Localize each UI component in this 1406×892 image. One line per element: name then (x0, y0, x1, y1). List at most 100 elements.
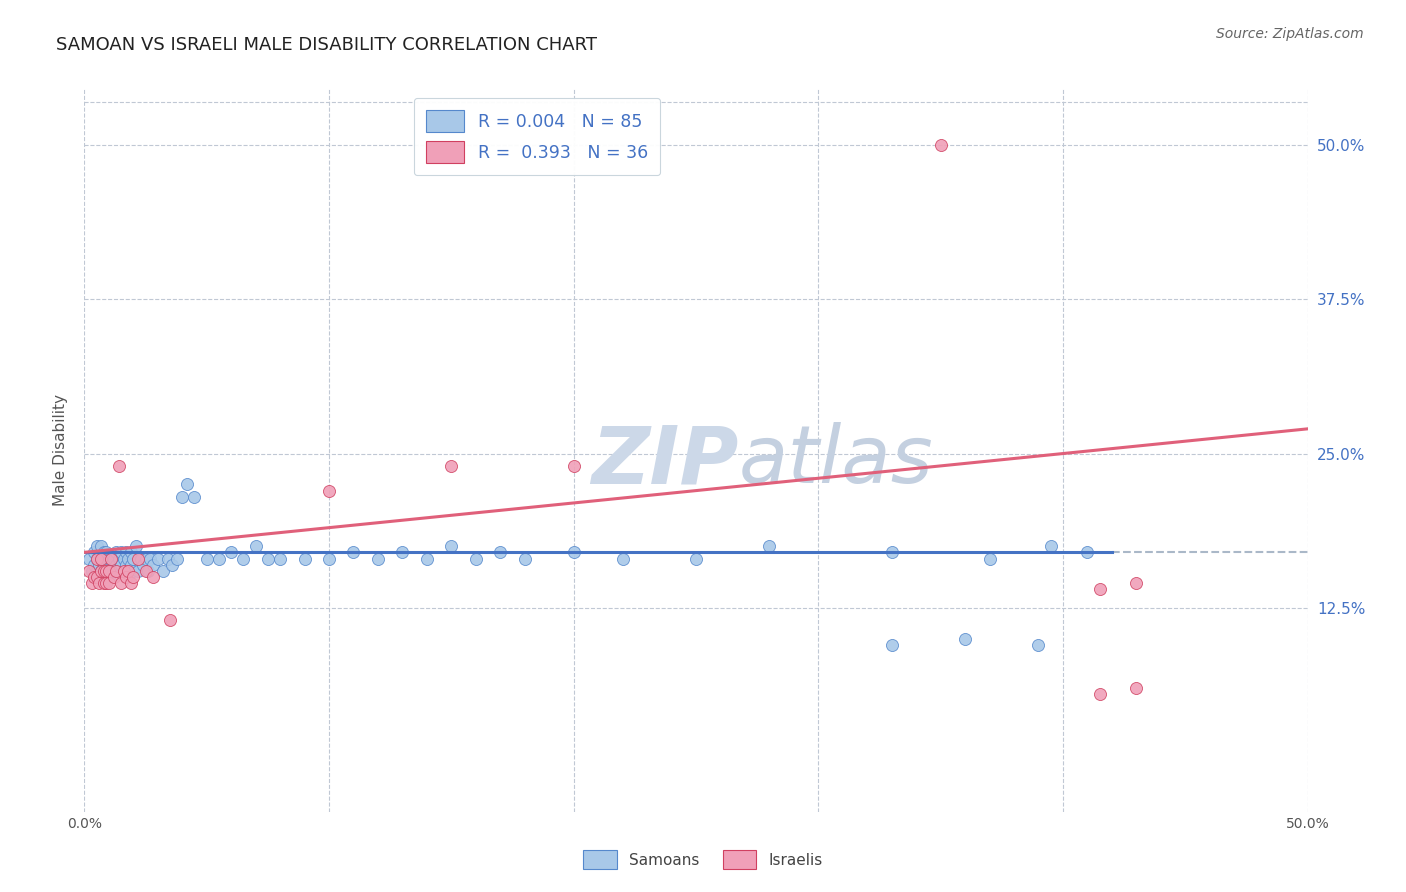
Point (156, 551, 179, 566)
Point (103, 564, 125, 578)
Point (90, 564, 112, 578)
Point (110, 545, 132, 559)
Point (115, 545, 138, 559)
Point (120, 558, 142, 572)
Point (953, 632, 976, 646)
Point (232, 551, 254, 566)
Point (100, 564, 122, 578)
Point (979, 551, 1001, 566)
Point (87, 570, 110, 584)
Point (103, 570, 125, 584)
Point (77, 551, 100, 566)
Point (93, 570, 115, 584)
Point (929, 137, 952, 152)
Point (1039, 539, 1062, 553)
Point (97, 551, 120, 566)
Point (122, 551, 145, 566)
Point (93, 564, 115, 578)
Point (166, 551, 188, 566)
Point (83, 558, 105, 572)
Point (115, 558, 138, 572)
Point (103, 551, 125, 566)
Point (367, 551, 389, 566)
Point (122, 564, 145, 578)
Point (97, 558, 120, 572)
Point (96, 564, 118, 578)
Legend: Samoans, Israelis: Samoans, Israelis (578, 844, 828, 875)
Point (96, 564, 118, 578)
Text: ZIP: ZIP (592, 422, 738, 500)
Point (83, 570, 105, 584)
Point (880, 545, 903, 559)
Text: Source: ZipAtlas.com: Source: ZipAtlas.com (1216, 27, 1364, 41)
Point (513, 551, 536, 566)
Point (758, 539, 780, 553)
Y-axis label: Male Disability: Male Disability (53, 394, 69, 507)
Point (86, 570, 108, 584)
Point (146, 551, 169, 566)
Point (107, 551, 129, 566)
Point (136, 564, 159, 578)
Point (1076, 545, 1098, 559)
Point (93, 576, 115, 591)
Point (97, 576, 120, 591)
Point (86, 539, 108, 553)
Point (96, 576, 118, 591)
Point (257, 551, 280, 566)
Point (105, 564, 128, 578)
Point (142, 558, 165, 572)
Point (120, 545, 142, 559)
Point (208, 551, 231, 566)
Point (93, 545, 115, 559)
Point (176, 477, 198, 491)
Point (115, 570, 138, 584)
Point (112, 564, 135, 578)
Point (97, 564, 120, 578)
Point (90, 551, 112, 566)
Point (440, 458, 463, 473)
Point (342, 545, 364, 559)
Point (107, 564, 129, 578)
Point (120, 576, 142, 591)
Point (152, 564, 174, 578)
Point (97, 570, 120, 584)
Point (77, 564, 100, 578)
Point (127, 551, 149, 566)
Point (172, 490, 194, 504)
Point (318, 551, 340, 566)
Point (83, 545, 105, 559)
Point (245, 539, 267, 553)
Point (112, 564, 135, 578)
Point (100, 551, 122, 566)
Legend: R = 0.004   N = 85, R =  0.393   N = 36: R = 0.004 N = 85, R = 0.393 N = 36 (413, 98, 661, 176)
Point (90, 539, 112, 553)
Point (105, 558, 128, 572)
Point (562, 545, 585, 559)
Point (135, 564, 157, 578)
Point (1028, 638, 1050, 652)
Point (294, 551, 316, 566)
Point (110, 576, 132, 591)
Point (100, 551, 122, 566)
Point (96, 558, 118, 572)
Point (125, 539, 148, 553)
Point (685, 551, 707, 566)
Point (1125, 681, 1147, 696)
Point (80, 576, 103, 591)
Point (1125, 576, 1147, 591)
Point (880, 638, 903, 652)
Point (135, 551, 157, 566)
Point (122, 570, 145, 584)
Point (132, 558, 155, 572)
Point (129, 551, 152, 566)
Point (391, 545, 413, 559)
Point (86, 564, 108, 578)
Point (562, 458, 585, 473)
Point (86, 551, 108, 566)
Point (117, 564, 139, 578)
Point (440, 539, 463, 553)
Point (105, 545, 128, 559)
Text: atlas: atlas (738, 422, 934, 500)
Point (90, 551, 112, 566)
Point (139, 551, 162, 566)
